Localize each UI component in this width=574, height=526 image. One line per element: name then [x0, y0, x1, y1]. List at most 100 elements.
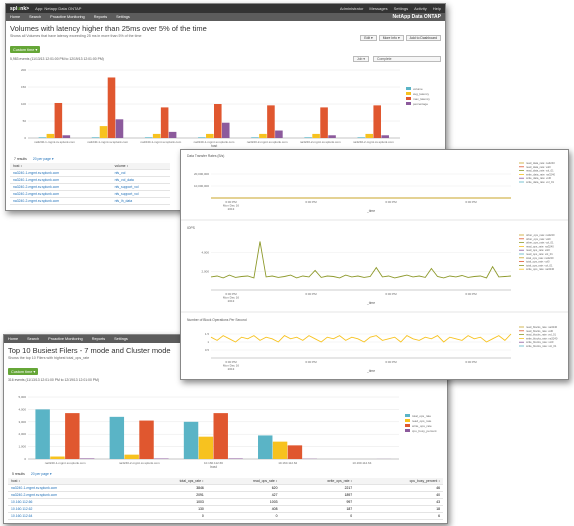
nav-settings[interactable]: Settings: [116, 15, 130, 19]
column-header-total-ops[interactable]: total_ops_rate ↕: [133, 478, 207, 485]
per-page-select[interactable]: 20 per page ▾: [30, 472, 52, 476]
bar[interactable]: [107, 77, 116, 138]
table-row[interactable]: na3240-2-mgmt.sv.splunk.com nfs_support_v…: [10, 190, 170, 198]
bar[interactable]: [258, 435, 273, 459]
per-page-select[interactable]: 20 per page ▾: [32, 157, 54, 161]
bar[interactable]: [35, 409, 50, 459]
bar[interactable]: [168, 131, 177, 138]
table-row[interactable]: na3240-1-mgmt.sv.splunk.com 3846 620 2217 46: [8, 484, 443, 492]
job-menu[interactable]: Job ▾: [352, 56, 369, 62]
legend-label[interactable]: percentage: [413, 102, 428, 106]
column-header-cpu-busy[interactable]: cpu_busy_percent ↕: [355, 478, 443, 485]
bar[interactable]: [275, 130, 283, 138]
bar[interactable]: [160, 107, 169, 138]
host-cell[interactable]: na3240-1-mgmt.sv.splunk.com: [10, 169, 112, 177]
menu-administrator[interactable]: Administrator: [339, 6, 364, 11]
status-select[interactable]: Complete: [373, 56, 441, 62]
volume-cell[interactable]: nfs_vol_data: [111, 176, 170, 184]
table-row[interactable]: na3240-2-mgmt.sv.splunk.com nfs_lh_data: [10, 197, 170, 205]
menu-activity[interactable]: Activity: [414, 6, 427, 11]
legend-label[interactable]: total_ops_rate: vol_01: [526, 263, 553, 267]
menu-messages[interactable]: Messages: [369, 6, 388, 11]
bar[interactable]: [365, 133, 374, 138]
volume-cell[interactable]: nfs_lh_data: [111, 197, 170, 205]
volume-cell[interactable]: nfs_vol: [111, 169, 170, 177]
app-menu[interactable]: App: Netapp Data ONTAP: [35, 6, 82, 11]
host-cell[interactable]: na3240-1-mgmt.sv.splunk.com: [10, 176, 112, 184]
bar[interactable]: [328, 135, 336, 138]
bar[interactable]: [124, 454, 139, 459]
nav-home[interactable]: Home: [8, 337, 19, 341]
host-cell[interactable]: na3240-2-mgmt.sv.splunk.com: [10, 197, 112, 205]
bar[interactable]: [198, 137, 206, 138]
bar[interactable]: [65, 413, 80, 459]
legend-label[interactable]: write_blocks_rate: vol0: [526, 340, 554, 344]
legend-label[interactable]: other_ops_rate: vol0: [526, 237, 551, 241]
host-cell[interactable]: na3240-2-mgmt.sv.splunk.com: [10, 190, 112, 198]
bar[interactable]: [91, 137, 100, 138]
host-cell[interactable]: na3240-2-mgmt.sv.splunk.com: [10, 183, 112, 191]
column-header-host[interactable]: host ↕: [8, 478, 134, 485]
bar[interactable]: [79, 458, 95, 459]
legend-label[interactable]: write_data_rate: vol_01: [526, 180, 554, 184]
legend-label[interactable]: write_blocks_rate: na3240: [526, 336, 558, 340]
edit-button[interactable]: Edit ▾: [360, 35, 377, 41]
bar[interactable]: [228, 458, 243, 459]
bar[interactable]: [38, 137, 47, 138]
bar[interactable]: [206, 133, 214, 138]
legend-label[interactable]: read_ops_rate: na3240: [526, 244, 554, 248]
legend-label[interactable]: other_ops_rate: vol_01: [526, 241, 554, 245]
table-row[interactable]: na3240-2-mgmt.sv.splunk.com nfs_support_v…: [10, 183, 170, 191]
legend-label[interactable]: avg_latency: [413, 92, 430, 96]
legend-label[interactable]: read_blocks_rate: na3240: [526, 325, 558, 329]
bar[interactable]: [152, 133, 161, 138]
bar[interactable]: [109, 416, 125, 459]
legend-label[interactable]: total_ops_rate: vol0: [526, 260, 550, 264]
menu-settings[interactable]: Settings: [393, 6, 409, 11]
bar[interactable]: [50, 456, 65, 459]
bar[interactable]: [99, 126, 108, 138]
legend-label[interactable]: total_ops_rate: na3240: [526, 256, 554, 260]
legend-label[interactable]: read_blocks_rate: vol_01: [526, 333, 557, 337]
more-info-button[interactable]: More Info ▾: [378, 35, 404, 41]
bar[interactable]: [115, 119, 124, 138]
bar[interactable]: [272, 441, 288, 459]
legend-label[interactable]: total_ops_rate: [412, 414, 431, 418]
host-cell[interactable]: na3240-1-mgmt.sv.splunk.com: [8, 484, 134, 492]
legend-label[interactable]: read_ops_rate: vol0: [526, 248, 550, 252]
table-row[interactable]: 10.160.112.64 0 0 0 6: [8, 512, 443, 520]
legend-label[interactable]: read_ops_rate: vol_01: [526, 252, 553, 256]
legend-label[interactable]: write_blocks_rate: vol_01: [526, 344, 557, 348]
table-row[interactable]: 10.160.112.62 130 408 187 18: [8, 505, 443, 513]
legend-label[interactable]: read_data_rate: na3240: [526, 161, 555, 165]
bar[interactable]: [304, 137, 312, 138]
volume-cell[interactable]: nfs_support_vol: [111, 190, 170, 198]
bar[interactable]: [320, 107, 328, 138]
nav-search[interactable]: Search: [29, 15, 42, 19]
nav-reports[interactable]: Reports: [91, 337, 106, 341]
series-line[interactable]: [210, 241, 512, 279]
add-to-dashboard-button[interactable]: Add to Dashboard: [405, 35, 441, 41]
legend-label[interactable]: read_data_rate: vol_01: [526, 169, 554, 173]
series-line[interactable]: [210, 333, 512, 343]
bar[interactable]: [373, 105, 381, 138]
bar[interactable]: [54, 102, 63, 138]
nav-proactive-monitoring[interactable]: Proactive Monitoring: [50, 15, 85, 19]
bar[interactable]: [357, 137, 366, 138]
nav-proactive-monitoring[interactable]: Proactive Monitoring: [48, 337, 83, 341]
column-header-read-ops[interactable]: read_ops_rate ↕: [206, 478, 281, 485]
column-header-write-ops[interactable]: write_ops_rate ↕: [280, 478, 356, 485]
legend-label[interactable]: read_ops_rate: [412, 419, 432, 423]
table-row[interactable]: na3240-1-mgmt.sv.splunk.com nfs_vol_data: [10, 176, 170, 184]
column-header-host[interactable]: host ↕: [10, 163, 112, 170]
legend-label[interactable]: write_ops_rate: na3240: [526, 267, 555, 271]
host-cell[interactable]: na3240-2-mgmt.sv.splunk.com: [8, 491, 134, 499]
volume-cell[interactable]: nfs_support_vol: [111, 183, 170, 191]
bar[interactable]: [144, 137, 153, 138]
bar[interactable]: [381, 135, 389, 138]
host-cell[interactable]: 10.160.112.64: [8, 512, 134, 520]
bar[interactable]: [214, 104, 222, 138]
legend-label[interactable]: cpu_busy_percent: [412, 429, 437, 433]
bar[interactable]: [139, 420, 154, 459]
legend-label[interactable]: volume: [413, 87, 423, 91]
